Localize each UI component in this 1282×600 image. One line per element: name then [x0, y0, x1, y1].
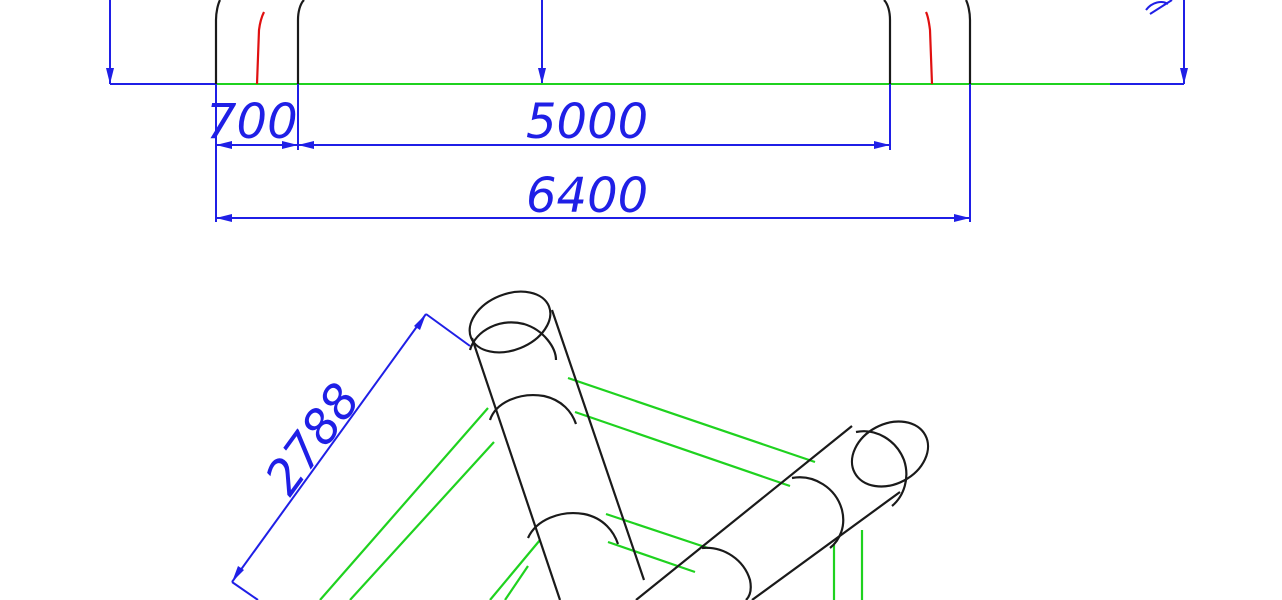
dimension-label-inner-span: 5000 [526, 94, 648, 150]
long-tube-end-cap [468, 290, 552, 354]
short-tube-cap-inner [855, 430, 908, 507]
tube-length-dimension: 2788 [231, 313, 471, 600]
left-leg-marker [255, 11, 265, 85]
tube-length-extension-bottom [231, 581, 259, 600]
dim-arrow-298-left [298, 141, 314, 149]
diagonal-bar-4 [504, 565, 529, 600]
front-view: 700 5000 6400 [106, 0, 1188, 224]
cross-bar-mid-1 [605, 512, 709, 550]
tube-length-extension-top [425, 313, 471, 347]
dim-arrow-216-left [216, 141, 232, 149]
right-leg-marker [924, 11, 934, 85]
short-tube [635, 420, 930, 600]
dim-arrow-298-right [282, 141, 298, 149]
right-cut-dimension-glyph [1145, 0, 1173, 15]
cross-bars [319, 376, 864, 600]
tube-length-arrow-top [414, 314, 426, 330]
long-tube-side-left [470, 337, 562, 600]
short-tube-end-cap [850, 420, 930, 488]
short-tube-ring-2 [701, 546, 752, 600]
center-dimension-arrow [538, 68, 546, 84]
long-tube [468, 290, 646, 600]
short-tube-side-top [635, 425, 853, 600]
left-leg-inner [296, 0, 305, 84]
diagonal-bar-3 [489, 539, 541, 600]
cross-bar-top-2 [574, 410, 791, 488]
tube-length-dimension-line [231, 313, 427, 583]
diagonal-bar-1 [319, 407, 489, 600]
isometric-view: 2788 [231, 290, 930, 600]
diagonal-bar-2 [349, 441, 495, 600]
long-tube-side-right [550, 309, 646, 581]
right-leg-outer [965, 0, 972, 84]
dimension-label-outer-span: 6400 [526, 168, 648, 224]
tube-length-arrow-bottom [232, 566, 244, 582]
short-tube-side-bottom [751, 491, 901, 600]
long-tube-cap-inner [468, 321, 558, 361]
dim-arrow-outer-left [216, 214, 232, 222]
dim-arrow-outer-right [954, 214, 970, 222]
cross-bar-mid-2 [607, 540, 696, 574]
dimension-label-leg-width: 700 [206, 94, 298, 150]
dim-arrow-890-right [874, 141, 890, 149]
cross-bar-top-1 [567, 376, 816, 464]
dimension-label-tube-length: 2788 [254, 373, 371, 505]
long-tube-ring-1 [488, 394, 578, 425]
short-tube-ring-1 [791, 476, 845, 549]
right-dimension-arrow [1180, 68, 1188, 84]
long-tube-ring-2 [526, 512, 620, 545]
left-dimension-arrow [106, 68, 114, 84]
left-leg-outer [214, 0, 221, 84]
right-leg-inner [883, 0, 892, 84]
